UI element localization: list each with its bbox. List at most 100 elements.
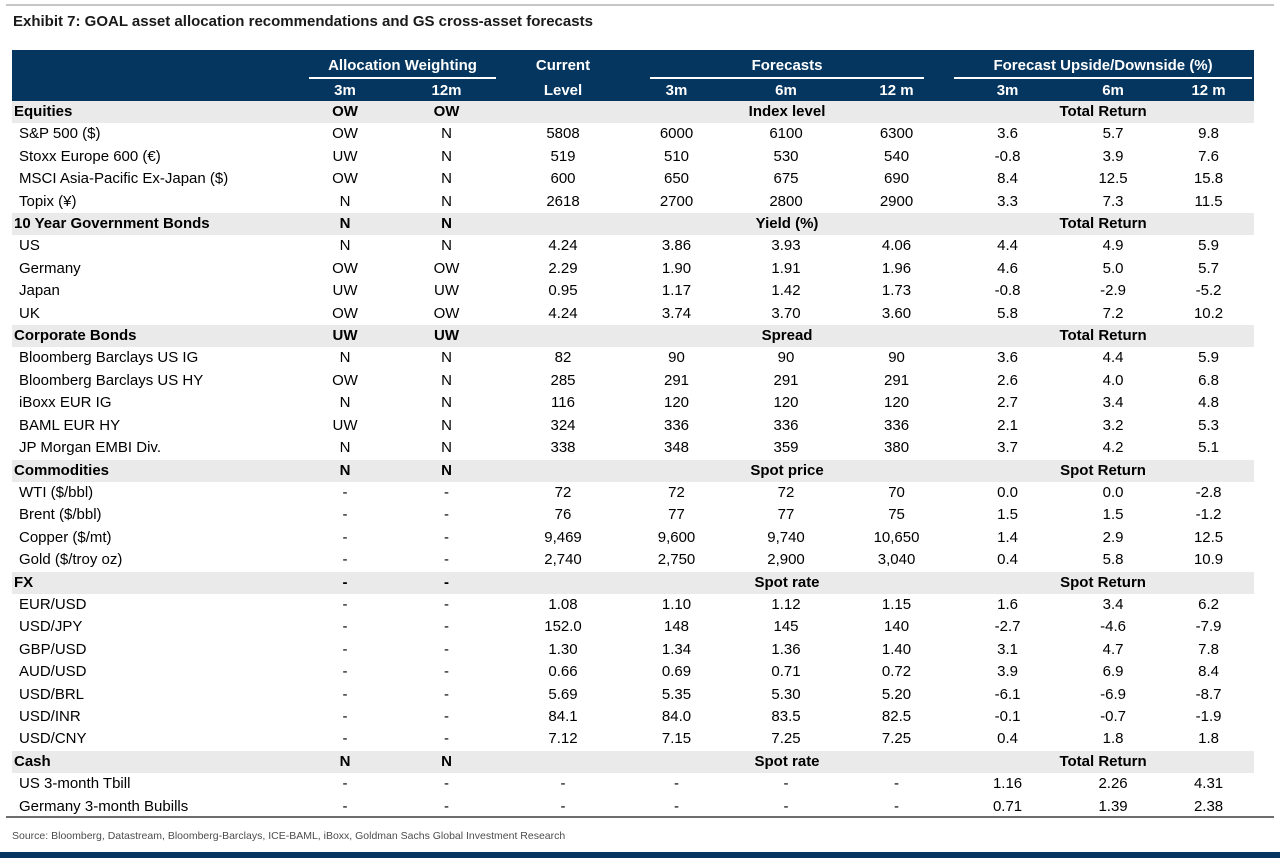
- value-cell: 3.6: [997, 349, 1018, 367]
- value-cell: N: [441, 416, 452, 434]
- asset-row: Bloomberg Barclays US HY OW N 285 291 291 291 2…: [12, 370, 1254, 392]
- value-cell: 7.3: [1102, 192, 1124, 210]
- value-cell: N: [339, 192, 351, 210]
- asset-name: USD/JPY: [19, 618, 83, 636]
- asset-row: Gold ($/troy oz) - - 2,740 2,750 2,900 3,040 0.…: [12, 549, 1254, 571]
- value-cell: -: [444, 685, 449, 703]
- section-name: 10 Year Government Bonds: [12, 213, 301, 236]
- value-cell: -0.8: [994, 282, 1021, 300]
- value-cell: 3.70: [771, 304, 801, 322]
- asset-name: USD/INR: [19, 707, 81, 725]
- value-cell: 9,469: [544, 528, 582, 546]
- value-cell: 4.9: [1102, 237, 1124, 255]
- value-cell: -: [783, 797, 789, 815]
- value-cell: 291: [664, 371, 690, 389]
- subheader-forecast-3m: 3m: [622, 79, 732, 101]
- value-cell: 76: [554, 506, 572, 524]
- value-cell: 4.4: [1102, 349, 1124, 367]
- allocation-group-label: Allocation Weighting: [309, 57, 497, 79]
- section-return-label: Total Return: [952, 325, 1255, 348]
- value-cell: 1.42: [771, 282, 801, 300]
- value-cell: 6300: [879, 125, 914, 143]
- header-sub-row: 3m 12m Level 3m 6m 12 m 3m 6m 12 m: [12, 79, 1255, 101]
- value-cell: UW: [332, 282, 358, 300]
- value-cell: 6000: [659, 125, 694, 143]
- value-cell: 1.90: [661, 259, 692, 277]
- asset-row: Brent ($/bbl) - - 76 77 77 75 1.5 1.5 -1.2: [12, 504, 1254, 526]
- value-cell: 0.0: [1102, 483, 1124, 501]
- value-cell: OW: [332, 371, 358, 389]
- value-cell: -: [342, 640, 348, 658]
- value-cell: 600: [550, 170, 576, 188]
- top-divider-line: [6, 4, 1274, 6]
- value-cell: -: [342, 663, 348, 681]
- value-cell: 1.36: [771, 640, 801, 658]
- empty-cell: [504, 325, 623, 348]
- value-cell: 4.6: [997, 259, 1018, 277]
- value-cell: 75: [888, 506, 905, 524]
- value-cell: 72: [554, 483, 572, 501]
- value-cell: -: [342, 730, 348, 748]
- value-cell: 6100: [769, 125, 803, 143]
- section-alloc-3m: N: [301, 213, 389, 236]
- asset-name: UK: [19, 304, 40, 322]
- value-cell: 120: [773, 394, 799, 412]
- value-cell: OW: [332, 125, 358, 143]
- header-group-row: Allocation Weighting Current Forecasts F…: [12, 50, 1255, 79]
- asset-row: Topix (¥) N N 2618 2700 2800 2900 3.3 7.3 11.5: [12, 191, 1254, 213]
- value-cell: 0.4: [997, 551, 1018, 569]
- value-cell: 8.4: [1198, 663, 1219, 681]
- value-cell: 3.74: [661, 304, 692, 322]
- value-cell: N: [441, 349, 452, 367]
- value-cell: 77: [668, 506, 685, 524]
- value-cell: 152.0: [544, 618, 582, 636]
- asset-name: Germany: [19, 259, 81, 277]
- asset-name: Topix (¥): [19, 192, 77, 210]
- value-cell: -: [444, 775, 449, 793]
- value-cell: OW: [433, 259, 460, 277]
- asset-name: iBoxx EUR IG: [19, 394, 112, 412]
- value-cell: UW: [434, 282, 459, 300]
- value-cell: 3.3: [997, 192, 1018, 210]
- value-cell: 148: [664, 618, 690, 636]
- value-cell: 70: [888, 483, 905, 501]
- value-cell: N: [441, 125, 452, 143]
- value-cell: -: [444, 640, 449, 658]
- value-cell: 336: [664, 416, 690, 434]
- value-cell: 0.72: [881, 663, 912, 681]
- value-cell: 1.8: [1198, 730, 1219, 748]
- value-cell: 72: [777, 483, 795, 501]
- value-cell: 5.30: [771, 685, 801, 703]
- value-cell: 4.4: [997, 237, 1018, 255]
- header-current-line1: Current: [504, 50, 623, 79]
- value-cell: -: [342, 506, 348, 524]
- value-cell: N: [339, 349, 351, 367]
- value-cell: 82: [554, 349, 572, 367]
- value-cell: 9,600: [657, 528, 696, 546]
- subheader-upside-6m: 6m: [1063, 79, 1164, 101]
- value-cell: 338: [550, 439, 576, 457]
- asset-name: Stoxx Europe 600 (€): [19, 147, 161, 165]
- table-header: Allocation Weighting Current Forecasts F…: [12, 50, 1255, 101]
- value-cell: 0.71: [771, 663, 801, 681]
- value-cell: 1.5: [997, 506, 1018, 524]
- value-cell: 1.6: [997, 595, 1018, 613]
- asset-name: US: [19, 237, 40, 255]
- asset-row: US N N 4.24 3.86 3.93 4.06 4.4 4.9 5.9: [12, 235, 1254, 257]
- value-cell: 6.2: [1198, 595, 1219, 613]
- value-cell: -: [342, 483, 348, 501]
- empty-cell: [504, 571, 623, 594]
- value-cell: 2700: [659, 192, 694, 210]
- section-alloc-12m: N: [389, 750, 505, 774]
- value-cell: N: [441, 237, 452, 255]
- value-cell: 2.7: [997, 394, 1018, 412]
- value-cell: 7.15: [661, 730, 692, 748]
- asset-name: Gold ($/troy oz): [19, 551, 123, 569]
- value-cell: 2900: [879, 192, 914, 210]
- section-header-row: Commodities N N Spot price Spot Return: [12, 459, 1255, 482]
- value-cell: 0.71: [992, 797, 1023, 815]
- section-name: Corporate Bonds: [12, 325, 301, 348]
- section-forecast-label: Spread: [622, 325, 953, 348]
- value-cell: N: [441, 170, 452, 188]
- value-cell: -: [444, 618, 449, 636]
